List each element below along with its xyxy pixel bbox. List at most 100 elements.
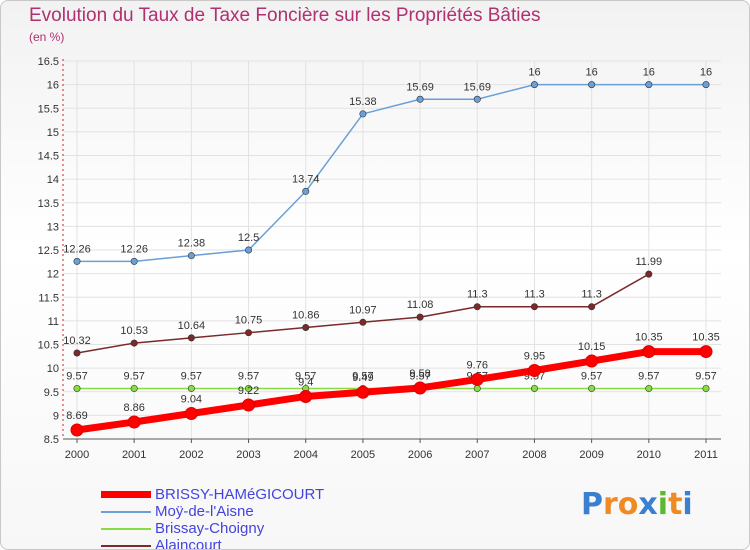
data-label: 11.08	[407, 299, 434, 311]
y-tick-label: 13	[47, 221, 59, 233]
data-label: 15.38	[349, 96, 377, 108]
data-label: 9.4	[298, 376, 313, 388]
legend-label: Moÿ-de-l'Aisne	[155, 503, 254, 520]
data-label: 8.86	[123, 402, 144, 414]
data-label: 10.35	[692, 332, 720, 344]
data-label: 10.97	[349, 304, 377, 316]
data-point	[187, 252, 195, 260]
data-label: 9.57	[409, 370, 430, 382]
x-tick-label: 2000	[65, 449, 89, 461]
data-point	[127, 415, 141, 429]
data-label: 9.57	[695, 370, 716, 382]
y-tick-label: 8.5	[44, 434, 59, 446]
y-tick-label: 10	[47, 363, 59, 375]
data-label: 9.57	[352, 370, 373, 382]
data-point	[359, 110, 367, 118]
data-point	[70, 423, 84, 437]
x-tick-label: 2002	[179, 449, 203, 461]
data-label: 11.99	[635, 256, 662, 268]
y-tick-label: 11.5	[38, 292, 59, 304]
data-point	[588, 303, 596, 311]
logo-letter: i	[682, 487, 693, 522]
data-point	[588, 384, 596, 392]
data-point	[356, 385, 370, 399]
data-label: 9.22	[238, 385, 259, 397]
data-label: 10.15	[578, 341, 606, 353]
data-point	[702, 81, 710, 89]
data-label: 11.3	[467, 289, 488, 301]
y-tick-label: 12	[47, 269, 59, 281]
logo-letter: r	[603, 487, 618, 522]
legend-swatch	[101, 491, 151, 498]
data-label: 12.5	[238, 232, 259, 244]
y-tick-label: 16	[47, 80, 59, 92]
data-point	[585, 354, 599, 368]
data-point	[184, 406, 198, 420]
logo-letter: i	[657, 487, 669, 522]
data-label: 10.86	[292, 309, 320, 321]
data-point	[245, 246, 253, 254]
data-point	[187, 334, 195, 342]
data-label: 11.3	[524, 289, 545, 301]
data-label: 15.69	[464, 81, 492, 93]
x-tick-label: 2003	[236, 449, 260, 461]
x-tick-label: 2007	[465, 449, 489, 461]
data-point	[245, 329, 253, 337]
data-point	[473, 384, 481, 392]
data-label: 13.74	[292, 173, 320, 185]
x-tick-label: 2009	[579, 449, 603, 461]
x-tick-label: 2010	[637, 449, 661, 461]
data-point	[702, 384, 710, 392]
data-label: 9.57	[181, 370, 202, 382]
data-label: 9.76	[467, 359, 488, 371]
x-tick-label: 2006	[408, 449, 432, 461]
data-point	[416, 95, 424, 103]
data-point	[473, 95, 481, 103]
data-point	[73, 384, 81, 392]
data-label: 12.38	[178, 238, 206, 250]
logo-letter: P	[581, 487, 603, 522]
data-point	[302, 323, 310, 331]
logo-letter: t	[668, 487, 683, 522]
x-tick-label: 2004	[293, 449, 317, 461]
data-label: 10.75	[235, 315, 263, 327]
data-label: 10.64	[178, 320, 206, 332]
data-point	[530, 81, 538, 89]
data-point	[530, 384, 538, 392]
y-tick-label: 15	[47, 127, 59, 139]
data-point	[73, 257, 81, 265]
legend-label: BRISSY-HAMéGICOURT	[155, 486, 325, 503]
data-point	[242, 398, 256, 412]
data-label: 9.57	[295, 370, 316, 382]
data-label: 10.53	[120, 325, 148, 337]
data-point	[302, 187, 310, 195]
proxiti-logo: Proxiti	[581, 487, 693, 522]
y-tick-label: 16.5	[38, 56, 59, 68]
y-tick-label: 12.5	[38, 245, 59, 257]
chart-title: Evolution du Taux de Taxe Foncière sur l…	[29, 5, 541, 26]
data-point	[645, 384, 653, 392]
x-tick-label: 2011	[694, 449, 718, 461]
data-point	[130, 257, 138, 265]
data-point	[470, 372, 484, 386]
data-label: 9.04	[181, 393, 202, 405]
data-label: 9.57	[123, 370, 144, 382]
data-point	[699, 345, 713, 359]
y-tick-label: 9	[53, 410, 59, 422]
data-label: 9.49	[352, 372, 373, 384]
data-point	[130, 384, 138, 392]
data-label: 16	[528, 67, 540, 79]
data-point	[588, 81, 596, 89]
logo-letter: x	[638, 487, 658, 522]
y-tick-label: 10.5	[38, 340, 59, 352]
x-tick-label: 2005	[351, 449, 375, 461]
data-point	[473, 303, 481, 311]
data-label: 10.35	[635, 332, 663, 344]
legend-label: Alaincourt	[155, 537, 222, 550]
legend-swatch	[101, 528, 151, 530]
data-label: 9.95	[524, 350, 545, 362]
data-point	[645, 270, 653, 278]
data-point	[359, 318, 367, 326]
data-label: 11.3	[581, 289, 602, 301]
